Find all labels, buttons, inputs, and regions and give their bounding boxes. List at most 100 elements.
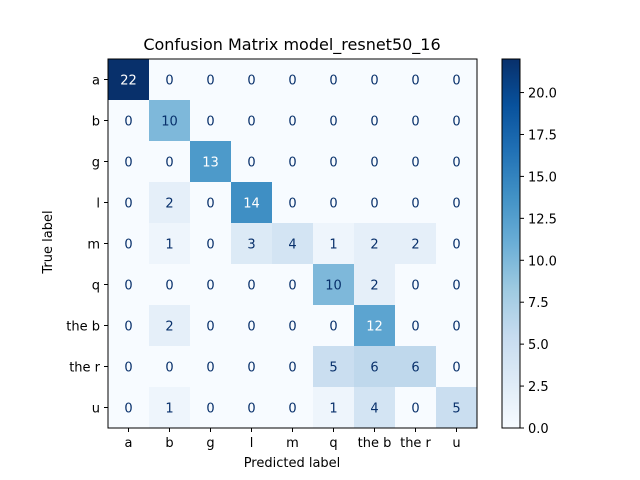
matrix-cell [272,182,314,224]
matrix-cell [149,141,191,183]
x-tick-label: u [452,436,460,451]
matrix-cell [395,387,437,429]
y-tick-label: b [92,115,100,130]
matrix-cell [149,346,191,388]
cell-value-label: 0 [165,361,173,376]
matrix-cell [395,100,437,142]
matrix-cell [354,59,396,101]
cell-value-label: 0 [411,74,419,89]
cell-value-label: 0 [247,115,255,130]
cell-value-label: 0 [288,402,296,417]
matrix-cell [436,141,478,183]
cell-value-label: 1 [329,238,337,253]
cell-value-label: 14 [243,197,260,212]
cell-value-label: 4 [288,238,296,253]
matrix-cell-labels: 22 0 0 0 0 0 0 0 00 10 0 0 0 0 0 0 00 0 13 0 0 0 0 0 00 2 0 14 0 0 0 0 0… [120,74,460,417]
matrix-cell [272,59,314,101]
matrix-cell [190,59,232,101]
matrix-cell [436,346,478,388]
matrix-cell [231,305,273,347]
y-tick-label: the r [69,361,100,376]
cell-value-label: 5 [329,361,337,376]
colorbar-tick-label: 7.5 [528,296,549,311]
cell-value-label: 6 [370,361,378,376]
cell-value-label: 0 [247,320,255,335]
cell-value-label: 0 [411,279,419,294]
cell-value-label: 2 [370,238,378,253]
matrix-cell [313,59,355,101]
colorbar-tick-label: 2.5 [528,380,549,395]
matrix-cell [272,264,314,306]
x-tick-label: q [329,436,337,451]
matrix-cell [108,223,150,265]
cell-value-label: 0 [452,361,460,376]
cell-value-label: 0 [206,402,214,417]
matrix-cell [272,223,314,265]
cell-value-label: 0 [206,361,214,376]
cell-value-label: 6 [411,361,419,376]
cell-value-label: 0 [124,279,132,294]
cell-value-label: 2 [165,197,173,212]
cell-value-label: 0 [411,402,419,417]
cell-value-label: 0 [329,197,337,212]
cell-value-label: 0 [124,115,132,130]
cell-value-label: 0 [411,115,419,130]
cell-value-label: 0 [329,320,337,335]
colorbar [501,58,521,429]
matrix-cell [395,264,437,306]
matrix-cell [190,305,232,347]
matrix-cell [436,264,478,306]
matrix-cell [436,387,478,429]
cell-value-label: 0 [206,279,214,294]
matrix-cell [190,141,232,183]
cell-value-label: 0 [288,197,296,212]
cell-value-label: 0 [288,115,296,130]
cell-value-label: 0 [247,361,255,376]
matrix-cell [272,141,314,183]
matrix-cell [354,346,396,388]
matrix-cell [190,264,232,306]
matrix-cell [231,264,273,306]
cell-value-label: 0 [288,156,296,171]
cell-value-label: 0 [247,156,255,171]
x-tick-label: m [286,436,299,451]
matrix-cell [231,100,273,142]
x-axis-ticks: a b g l m q the b the r u [125,428,461,451]
cell-value-label: 0 [452,115,460,130]
matrix-cell [395,182,437,224]
matrix-cell [108,305,150,347]
cell-value-label: 0 [370,74,378,89]
matrix-cell [149,387,191,429]
matrix-cell [313,141,355,183]
matrix-cell [354,182,396,224]
matrix-cell [108,59,150,101]
colorbar-tick-label: 0.0 [528,422,549,437]
matrix-cell [149,305,191,347]
cell-value-label: 2 [370,279,378,294]
cell-value-label: 0 [206,197,214,212]
matrix-cell [108,141,150,183]
cell-value-label: 3 [247,238,255,253]
cell-value-label: 0 [288,361,296,376]
cell-value-label: 1 [165,238,173,253]
matrix-cell [108,182,150,224]
matrix-cell [395,346,437,388]
cell-value-label: 0 [206,320,214,335]
matrix-cell [231,59,273,101]
colorbar-tick-label: 20.0 [528,87,557,102]
colorbar-tick-label: 10.0 [528,254,557,269]
cell-value-label: 0 [288,279,296,294]
matrix-cell [436,100,478,142]
matrix-cell [395,141,437,183]
matrix-cell [149,264,191,306]
matrix-cell [354,264,396,306]
x-tick-label: g [206,436,214,451]
y-tick-label: q [92,279,100,294]
cell-value-label: 0 [370,115,378,130]
y-axis-label: True label [41,210,56,274]
x-tick-label: b [165,436,173,451]
cell-value-label: 0 [124,320,132,335]
cell-value-label: 0 [206,115,214,130]
x-tick-label: the b [358,436,392,451]
